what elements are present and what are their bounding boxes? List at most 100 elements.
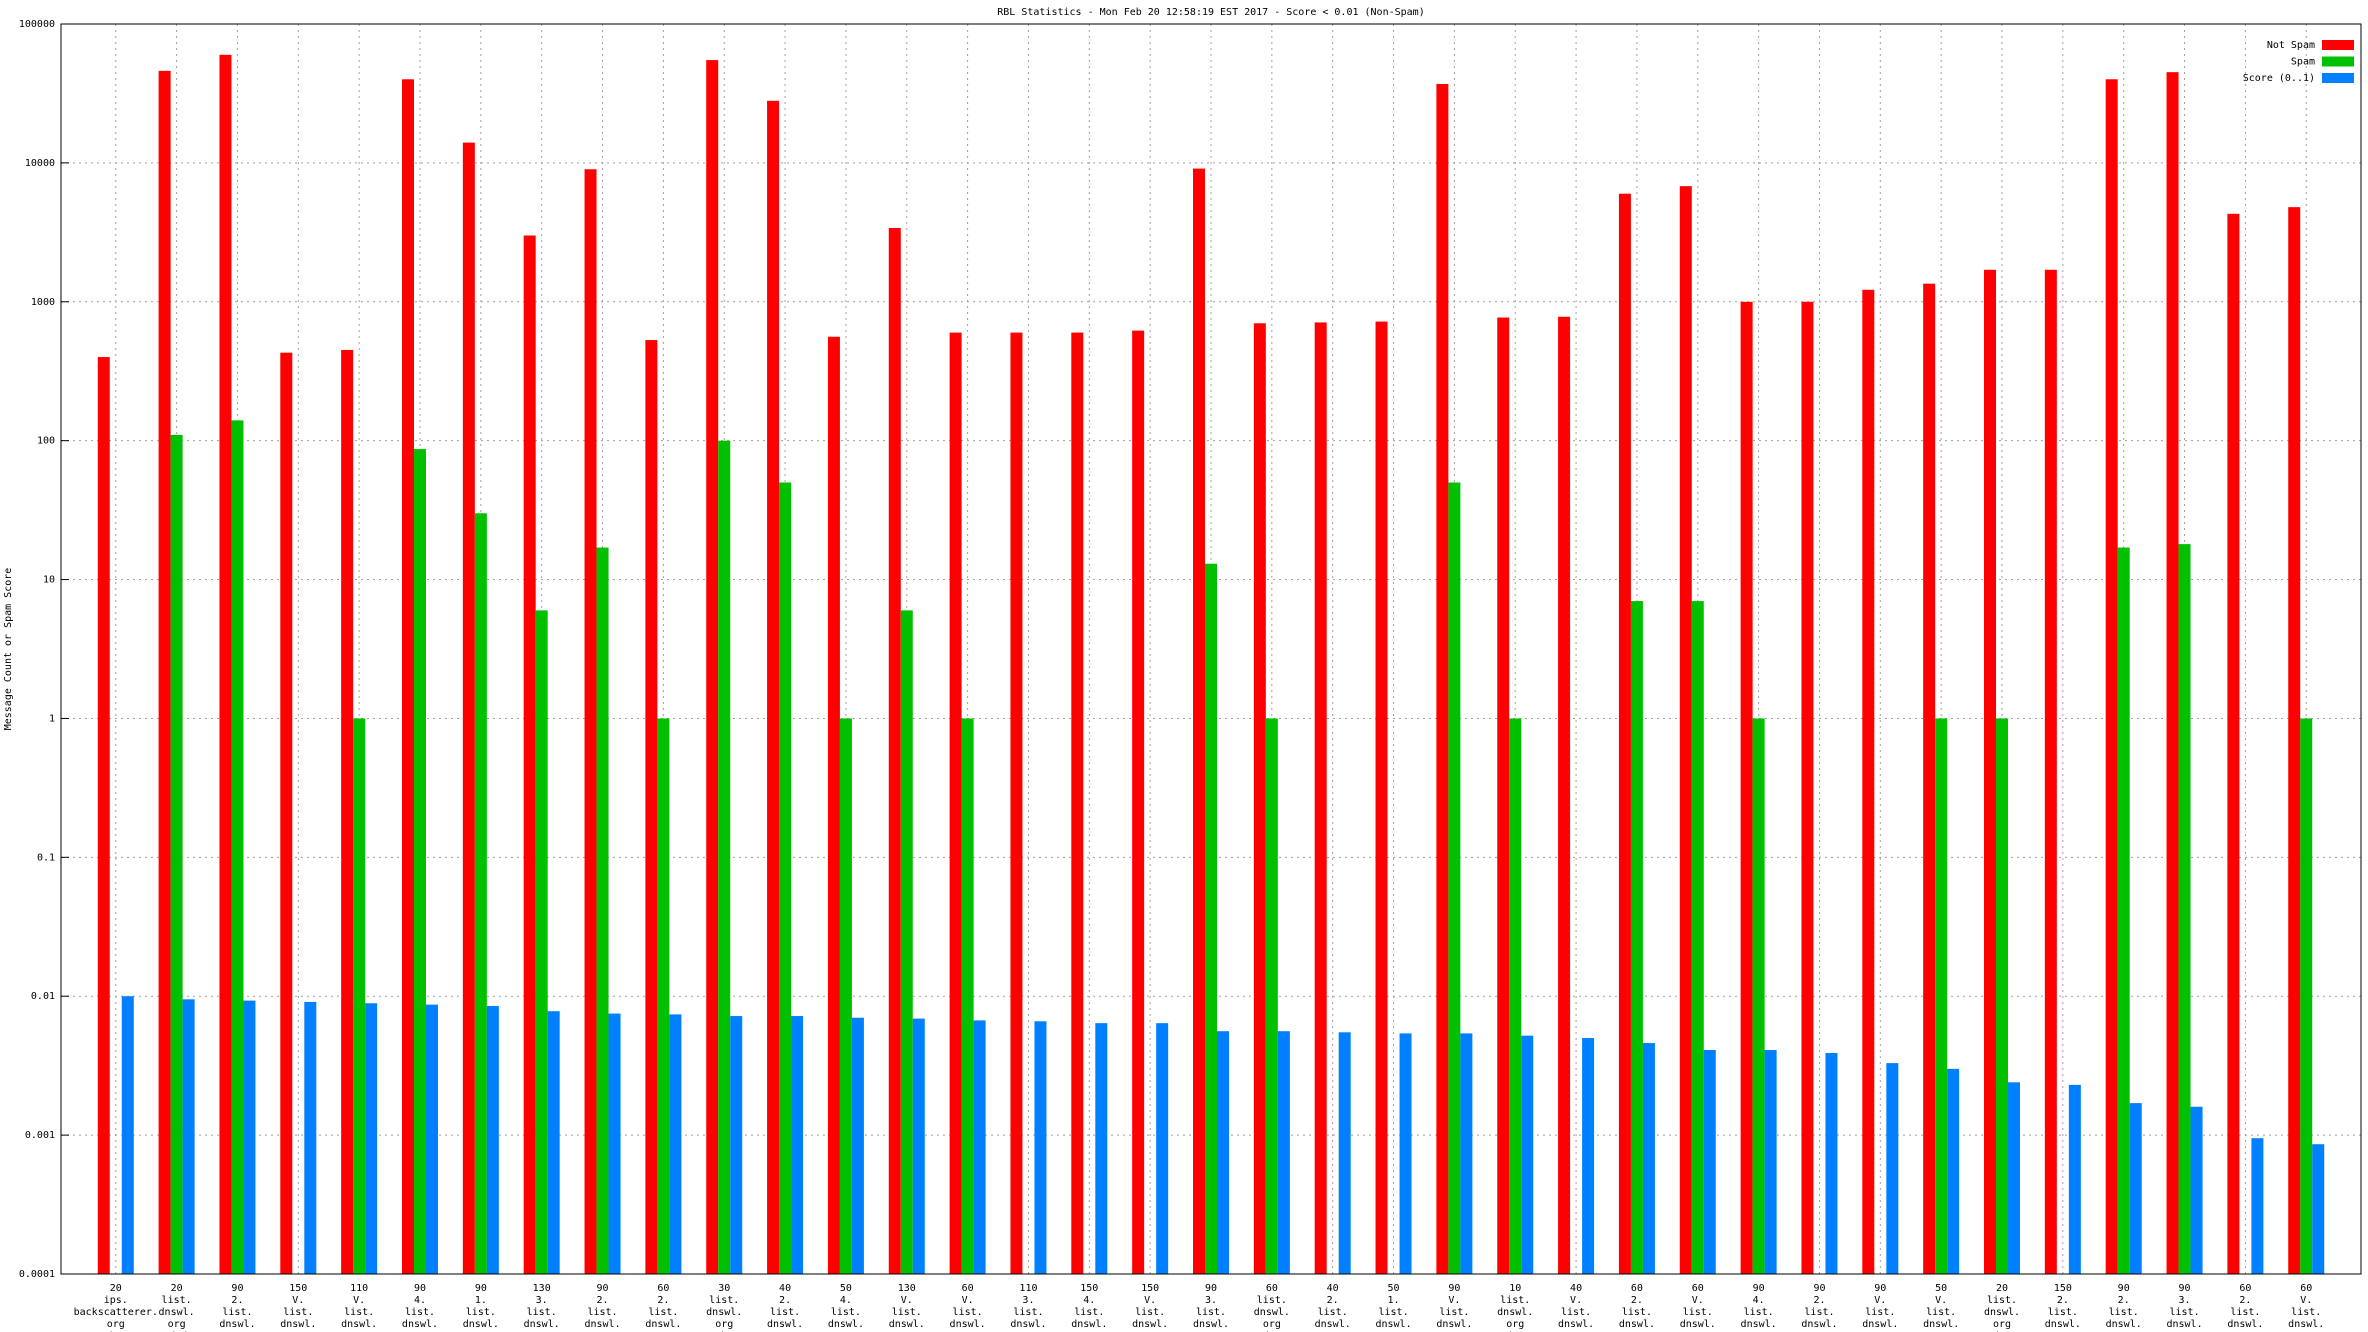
x-tick-label: 90: [1813, 1283, 1825, 1294]
x-tick-label: list.: [1926, 1307, 1956, 1318]
x-tick-label: dnswl.: [645, 1319, 681, 1330]
x-tick-label: list.: [222, 1307, 252, 1318]
bar: [170, 434, 183, 1274]
x-tick-label: list.: [1257, 1295, 1287, 1306]
x-tick-label: 2.: [1327, 1295, 1339, 1306]
bar: [158, 70, 171, 1274]
x-tick-label: 2.: [597, 1295, 609, 1306]
bar: [961, 718, 974, 1274]
x-tick-label: org: [1506, 1319, 1524, 1330]
x-tick-label: org: [1993, 1319, 2011, 1330]
x-tick-label: list.: [1622, 1307, 1652, 1318]
x-tick-label: list.: [1987, 1295, 2017, 1306]
x-tick-label: list.: [709, 1295, 739, 1306]
x-tick-label: dnswl.: [341, 1319, 377, 1330]
x-tick-label: list.: [1196, 1307, 1226, 1318]
y-tick-label: 10000: [25, 158, 55, 169]
x-tick-label: dnswl.: [1254, 1307, 1290, 1318]
x-tick-label: org: [168, 1319, 186, 1330]
x-tick-label: org: [715, 1319, 733, 1330]
x-tick-label: dnswl.: [950, 1319, 986, 1330]
x-tick-label: dnswl.: [706, 1307, 742, 1318]
x-tick-label: 3.: [536, 1295, 548, 1306]
x-tick-label: 2.: [2057, 1295, 2069, 1306]
bar: [231, 420, 244, 1274]
bar: [1752, 718, 1765, 1274]
x-tick-label: 2.: [657, 1295, 669, 1306]
bar: [1095, 1023, 1108, 1274]
bar: [1132, 330, 1145, 1274]
x-tick-label: 50: [1388, 1283, 1400, 1294]
bar: [2044, 269, 2057, 1274]
y-tick-label: 1000: [31, 297, 55, 308]
x-tick-label: list.: [2109, 1307, 2139, 1318]
x-tick-label: V.: [901, 1295, 913, 1306]
bar: [1375, 321, 1388, 1274]
x-tick-label: 4.: [414, 1295, 426, 1306]
bar: [1448, 482, 1461, 1274]
bar: [1947, 1068, 1960, 1274]
x-tick-label: 60: [2300, 1283, 2312, 1294]
x-tick-label: 90: [475, 1283, 487, 1294]
bar: [1521, 1035, 1534, 1274]
x-tick-label: 20: [171, 1283, 183, 1294]
x-tick-label: 90: [1205, 1283, 1217, 1294]
x-tick-label: 60: [657, 1283, 669, 1294]
x-tick-label: list.: [953, 1307, 983, 1318]
bar: [1679, 186, 1692, 1275]
x-tick-label: dnswl.: [2106, 1319, 2142, 1330]
x-tick-label: ips.: [104, 1295, 128, 1306]
x-tick-label: 20: [1996, 1283, 2008, 1294]
x-tick-label: dnswl.: [524, 1319, 560, 1330]
x-tick-label: dnswl.: [1923, 1319, 1959, 1330]
bar: [523, 235, 536, 1274]
bar: [1497, 317, 1510, 1274]
x-tick-label: dnswl.: [280, 1319, 316, 1330]
x-tick-label: dnswl.: [1436, 1319, 1472, 1330]
bar: [2008, 1082, 2021, 1274]
x-tick-label: 60: [1692, 1283, 1704, 1294]
x-tick-label: list.: [1865, 1307, 1895, 1318]
bar: [1071, 332, 1084, 1275]
x-tick-label: 130: [533, 1283, 551, 1294]
legend-swatch: [2322, 73, 2354, 83]
x-tick-label: dnswl.: [463, 1319, 499, 1330]
bar: [706, 60, 719, 1274]
x-tick-label: dnswl.: [2166, 1319, 2202, 1330]
legend-label: Score (0..1): [2243, 73, 2315, 84]
bar: [1314, 322, 1327, 1274]
x-tick-label: dnswl.: [219, 1319, 255, 1330]
x-tick-label: list.: [2230, 1307, 2260, 1318]
bar: [767, 100, 780, 1275]
bar: [1923, 283, 1936, 1274]
x-tick-label: 90: [2179, 1283, 2191, 1294]
plot-frame: [60, 23, 2362, 1275]
x-tick-label: dnswl.: [2045, 1319, 2081, 1330]
bar: [474, 513, 487, 1274]
x-tick-label: V.: [1874, 1295, 1886, 1306]
bar: [779, 482, 792, 1274]
bar: [1691, 601, 1704, 1274]
x-tick-label: 2.: [2118, 1295, 2130, 1306]
x-tick-label: 2.: [2239, 1295, 2251, 1306]
bar: [2129, 1103, 2142, 1274]
x-tick-label: list.: [587, 1307, 617, 1318]
bar: [2288, 207, 2301, 1275]
bar: [1010, 332, 1023, 1275]
x-tick-label: list.: [283, 1307, 313, 1318]
x-tick-label: V.: [292, 1295, 304, 1306]
bar: [2251, 1138, 2264, 1274]
x-tick-label: 1.: [1388, 1295, 1400, 1306]
x-tick-label: 110: [1019, 1283, 1037, 1294]
x-tick-label: 90: [231, 1283, 243, 1294]
y-tick-label: 0.01: [31, 991, 55, 1002]
x-tick-label: 150: [1141, 1283, 1159, 1294]
x-tick-label: 150: [2054, 1283, 2072, 1294]
x-tick-label: dnswl.: [1497, 1307, 1533, 1318]
x-tick-label: 60: [1266, 1283, 1278, 1294]
legend-swatch: [2322, 56, 2354, 67]
bar: [791, 1016, 804, 1274]
bar: [839, 718, 852, 1274]
bar: [1338, 1032, 1351, 1274]
